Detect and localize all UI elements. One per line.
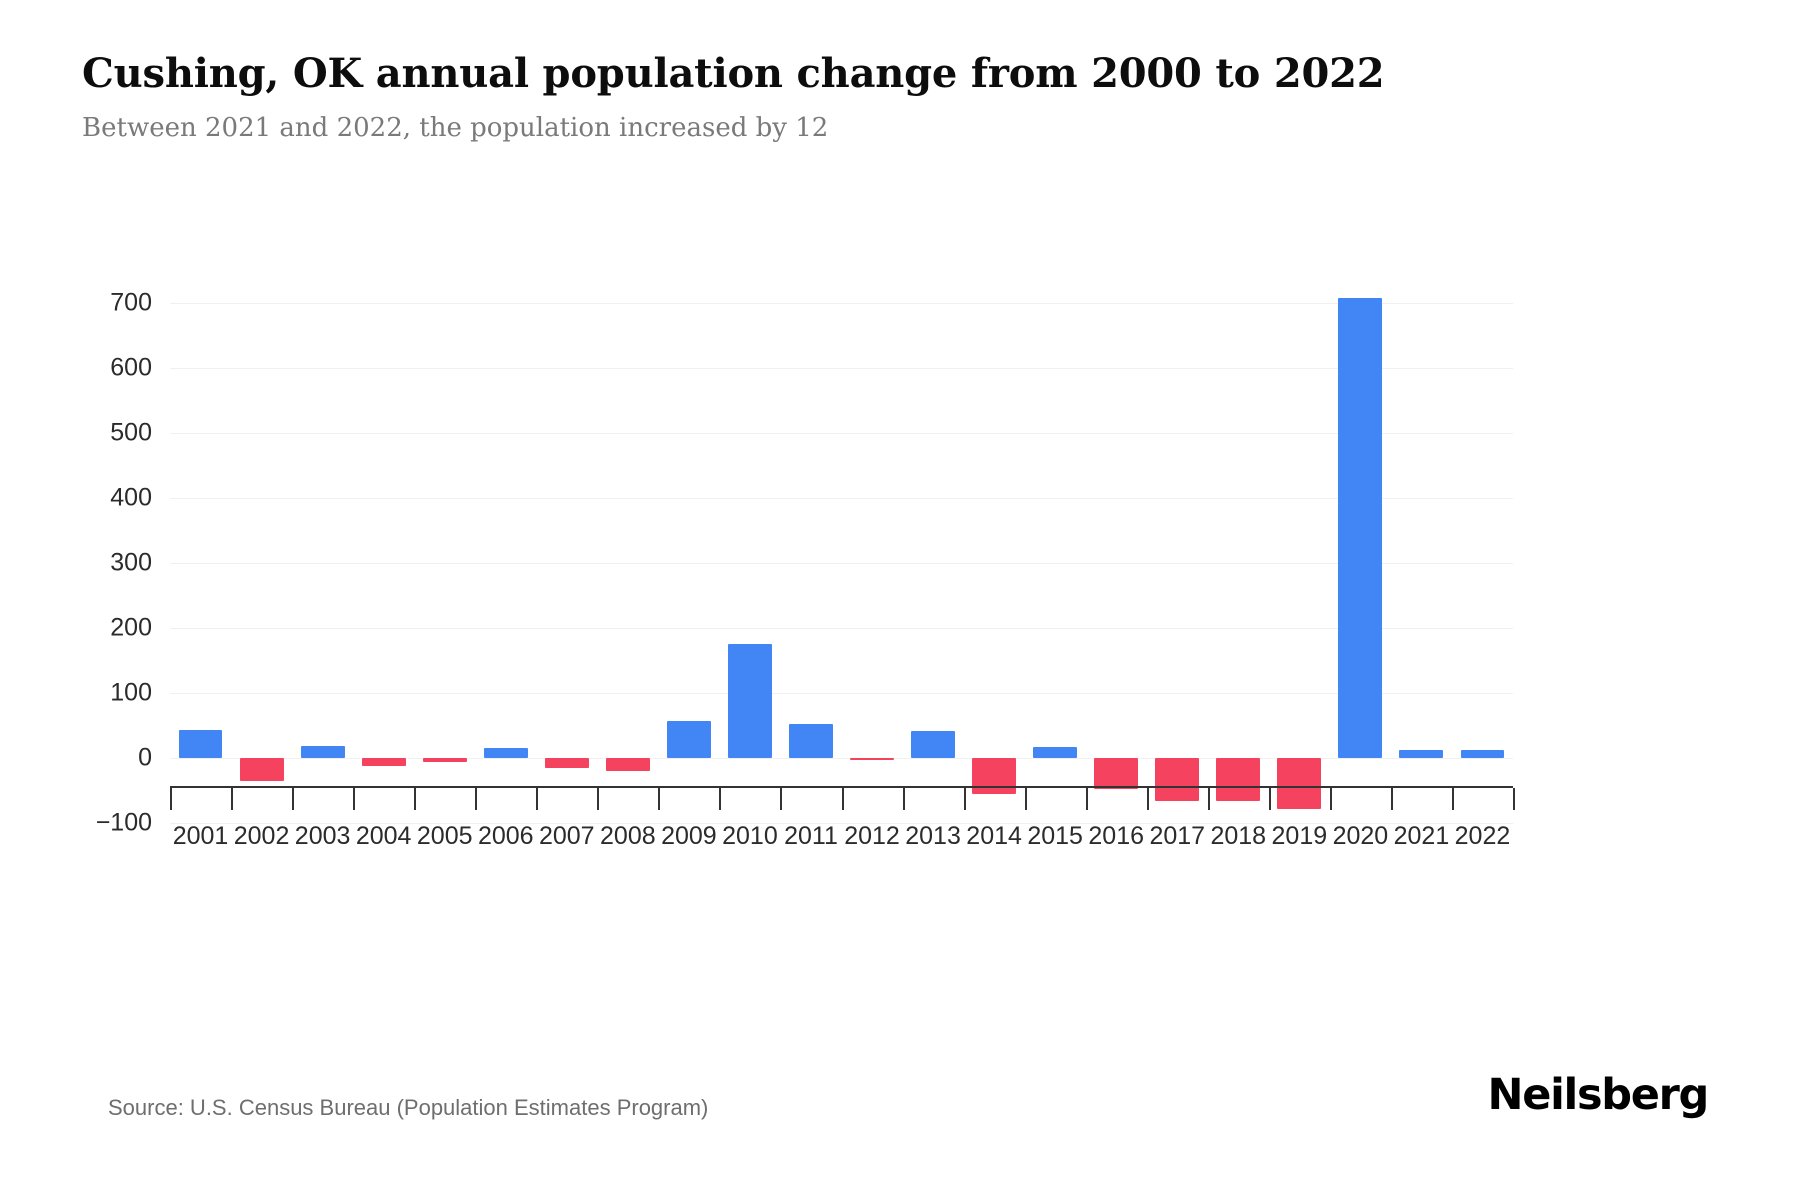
- bar-2013[interactable]: [911, 730, 956, 758]
- x-axis-tick-label: 2012: [844, 822, 900, 850]
- x-axis-tick: [1085, 788, 1088, 810]
- bar-2015[interactable]: [1033, 746, 1078, 758]
- bar-2021[interactable]: [1399, 749, 1444, 758]
- gridline: [170, 693, 1513, 694]
- x-axis-tick: [1268, 788, 1271, 810]
- y-axis-tick-label: 300: [110, 548, 152, 577]
- y-axis-tick-label: 600: [110, 353, 152, 382]
- x-axis-tick-label: 2001: [172, 822, 229, 850]
- x-axis-tick: [414, 788, 417, 810]
- x-axis-tick-label: 2013: [905, 822, 961, 850]
- gridline: [170, 563, 1513, 564]
- gridline: [170, 498, 1513, 499]
- bar-2010[interactable]: [727, 643, 772, 758]
- x-axis-tick-label: 2020: [1332, 822, 1389, 850]
- x-axis-tick: [841, 788, 844, 810]
- x-axis-tick: [353, 788, 356, 810]
- x-axis-tick-label: 2017: [1149, 822, 1206, 850]
- bar-2018[interactable]: [1216, 758, 1261, 801]
- x-axis-tick: [597, 788, 600, 810]
- bar-2009[interactable]: [666, 720, 711, 758]
- bar-2012[interactable]: [850, 758, 894, 760]
- bar-2014[interactable]: [972, 758, 1017, 794]
- x-axis-tick-label: 2022: [1454, 822, 1511, 850]
- x-axis-tick-label: 2003: [294, 822, 351, 850]
- x-axis-tick: [1451, 788, 1454, 810]
- x-axis-tick-label: 2002: [233, 822, 290, 850]
- x-axis-tick: [658, 788, 661, 810]
- gridline: [170, 823, 1513, 824]
- x-axis-tick-label: 2019: [1271, 822, 1328, 850]
- x-axis-tick: [902, 788, 905, 810]
- x-axis-tick-label: 2016: [1088, 822, 1145, 850]
- source-note: Source: U.S. Census Bureau (Population E…: [108, 1095, 709, 1120]
- x-axis-tick: [536, 788, 539, 810]
- gridline: [170, 758, 1513, 759]
- x-axis-tick: [475, 788, 478, 810]
- x-axis-tick-label: 2009: [661, 822, 717, 850]
- gridline: [170, 368, 1513, 369]
- x-axis-tick-label: 2015: [1027, 822, 1083, 850]
- bar-2005[interactable]: [422, 758, 467, 762]
- x-axis-tick: [292, 788, 295, 810]
- page-title: Cushing, OK annual population change fro…: [82, 50, 1385, 97]
- x-axis-tick-label: 2010: [722, 822, 778, 850]
- bar-2002[interactable]: [239, 758, 284, 781]
- bar-2020[interactable]: [1338, 298, 1383, 758]
- bar-2004[interactable]: [361, 758, 406, 766]
- y-axis-tick-label: 200: [110, 613, 152, 642]
- x-axis-line: [170, 786, 1513, 788]
- y-axis-tick-label: 100: [110, 678, 152, 707]
- bar-2008[interactable]: [605, 758, 650, 771]
- x-axis-tick: [1329, 788, 1332, 810]
- bar-2011[interactable]: [789, 724, 833, 758]
- chart-subtitle: Between 2021 and 2022, the population in…: [82, 113, 829, 143]
- bar-2003[interactable]: [300, 746, 345, 758]
- y-axis-tick-label: 0: [138, 743, 152, 772]
- x-axis-tick: [1390, 788, 1393, 810]
- x-axis-tick: [231, 788, 234, 810]
- x-axis-tick: [1207, 788, 1210, 810]
- gridline: [170, 303, 1513, 304]
- bar-2007[interactable]: [544, 758, 589, 769]
- bar-2022[interactable]: [1460, 750, 1505, 758]
- bar-2006[interactable]: [483, 748, 528, 758]
- chart-header: Cushing, OK annual population change fro…: [82, 50, 1702, 145]
- x-axis-tick-label: 2008: [600, 822, 656, 850]
- y-axis-tick-label: 700: [110, 288, 152, 317]
- bar-2001[interactable]: [178, 730, 223, 758]
- x-axis-tick: [1024, 788, 1027, 810]
- x-axis-tick: [1146, 788, 1149, 810]
- x-axis-tick: [1513, 788, 1515, 810]
- y-axis-tick-label: 400: [110, 483, 152, 512]
- x-axis-tick: [963, 788, 966, 810]
- x-axis-tick-label: 2004: [355, 822, 412, 850]
- brand-logo: Neilsberg: [1487, 1070, 1710, 1120]
- x-axis-tick-label: 2006: [477, 822, 534, 850]
- x-axis-tick: [719, 788, 722, 810]
- y-axis-tick-label: 500: [110, 418, 152, 447]
- x-axis-tick: [170, 788, 172, 810]
- x-axis-tick-label: 2011: [784, 822, 838, 850]
- x-axis-tick: [780, 788, 783, 810]
- bar-2016[interactable]: [1094, 758, 1139, 789]
- x-axis-tick-label: 2005: [416, 822, 473, 850]
- gridline: [170, 628, 1513, 629]
- x-axis-tick-label: 2007: [538, 822, 595, 850]
- bar-2017[interactable]: [1155, 758, 1200, 801]
- gridline: [170, 433, 1513, 434]
- x-axis-tick-label: 2018: [1210, 822, 1267, 850]
- x-axis-tick-label: 2021: [1393, 822, 1450, 850]
- bar-2019[interactable]: [1277, 758, 1322, 809]
- y-axis-tick-label: −100: [95, 808, 152, 837]
- x-axis-tick-label: 2014: [966, 822, 1022, 850]
